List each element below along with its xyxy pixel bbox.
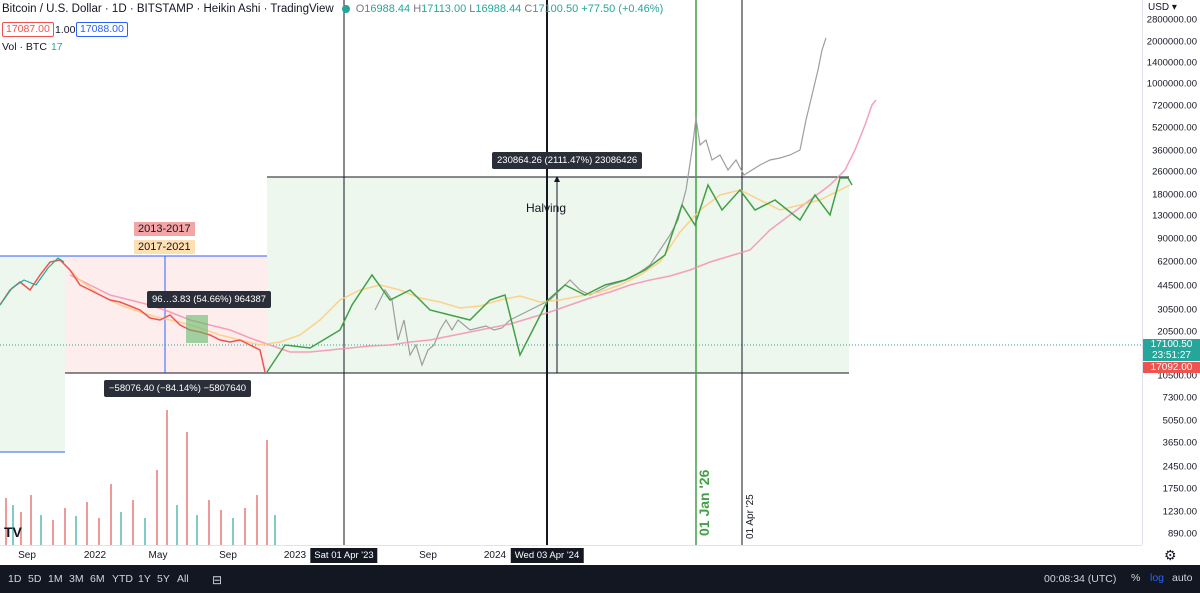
range-button-5y[interactable]: 5Y — [157, 573, 170, 585]
apr-25-label[interactable]: 01 Apr '25 — [745, 494, 756, 539]
time-tick: 2023 — [283, 550, 307, 561]
pink-series — [69, 99, 877, 353]
time-tick: May — [148, 550, 168, 561]
last-price-label: 17100.50 23:51:27 — [1143, 339, 1200, 361]
volume-bars — [5, 410, 276, 545]
halving-label[interactable]: Halving — [526, 201, 567, 215]
price-tick: 30500.00 — [1157, 304, 1197, 316]
date-range-icon[interactable]: ⊟ — [212, 573, 223, 587]
bid-price-label: 17092.00 — [1143, 362, 1200, 373]
price-tick: 5050.00 — [1162, 415, 1197, 427]
price-tick: 1750.00 — [1162, 483, 1197, 495]
price-tick: 44500.00 — [1157, 280, 1197, 292]
price-tick: 10500.00 — [1157, 370, 1197, 382]
tradingview-logo[interactable]: TV — [4, 524, 22, 540]
auto-toggle[interactable]: auto — [1172, 572, 1193, 584]
percent-toggle[interactable]: % — [1131, 572, 1141, 584]
ohlc-values: O16988.44 H17113.00 L16988.44 C17100.50 … — [355, 3, 664, 15]
time-tick: Sep — [219, 550, 237, 561]
down-range-box — [65, 256, 267, 373]
range-button-5d[interactable]: 5D — [28, 573, 42, 585]
price-tick: 7300.00 — [1162, 392, 1197, 404]
time-tick: 2024 — [483, 550, 507, 561]
historical-price — [0, 259, 266, 373]
price-tick: 3650.00 — [1162, 437, 1197, 449]
gear-icon[interactable]: ⚙ — [1164, 547, 1177, 563]
price-axis[interactable]: 2800000.00 2000000.00 1400000.00 1000000.00… — [1142, 0, 1200, 545]
range-button-all[interactable]: All — [177, 573, 189, 585]
price-chart[interactable] — [0, 0, 1142, 545]
gray-projection — [374, 37, 827, 367]
range-button-1m[interactable]: 1M — [48, 573, 63, 585]
up-range-box — [267, 177, 849, 373]
measure-down-label[interactable]: −58076.40 (−84.14%) −5807640 — [104, 380, 252, 397]
price-tick: 720000.00 — [1152, 100, 1197, 112]
log-toggle[interactable]: log — [1150, 572, 1165, 584]
time-axis[interactable]: Sep 2022 May Sep 2023 Sep 2024 Sat 01 Apr '23 We… — [0, 545, 1142, 565]
price-tick: 130000.00 — [1152, 210, 1197, 222]
price-tick: 2450.00 — [1162, 461, 1197, 473]
spread-value: 1.00 — [55, 24, 76, 36]
time-tick: 2022 — [83, 550, 107, 561]
price-tick: 890.00 — [1167, 528, 1197, 540]
range-button-6m[interactable]: 6M — [90, 573, 105, 585]
time-tick: Sep — [419, 550, 437, 561]
symbol-title[interactable]: Bitcoin / U.S. Dollar · 1D · BITSTAMP · … — [2, 3, 334, 15]
buy-button[interactable]: 17088.00 — [76, 22, 128, 37]
time-cursor-label: Wed 03 Apr '24 — [510, 548, 584, 563]
bottom-toolbar: 1D 5D 1M 3M 6M YTD 1Y 5Y All ⊟ 00:08:34 (UTC) % … — [0, 565, 1200, 593]
price-tick: 20500.00 — [1157, 326, 1197, 338]
price-tick: 2800000.00 — [1146, 14, 1197, 26]
range-button-ytd[interactable]: YTD — [112, 573, 133, 585]
cycle-2013-label[interactable]: 2013-2017 — [134, 222, 195, 236]
market-status-icon — [341, 4, 350, 13]
clock[interactable]: 00:08:34 (UTC) — [1044, 573, 1117, 585]
price-tick: 62000.00 — [1157, 256, 1197, 268]
time-tick: Sep — [18, 550, 36, 561]
price-tick: 1000000.00 — [1146, 78, 1197, 90]
currency-dropdown[interactable]: USD ▾ — [1148, 2, 1177, 13]
chart-legend: Bitcoin / U.S. Dollar · 1D · BITSTAMP · … — [2, 3, 663, 15]
price-tick: 1230.00 — [1162, 506, 1197, 518]
price-tick: 260000.00 — [1152, 166, 1197, 178]
time-cursor-label: Sat 01 Apr '23 — [310, 548, 378, 563]
cycle-2017-label[interactable]: 2017-2021 — [134, 240, 195, 254]
measure-up-label[interactable]: 230864.26 (2111.47%) 23086426 — [492, 152, 643, 169]
price-tick: 180000.00 — [1152, 189, 1197, 201]
price-tick: 520000.00 — [1152, 122, 1197, 134]
price-tick: 90000.00 — [1157, 233, 1197, 245]
price-tick: 1400000.00 — [1146, 57, 1197, 69]
jan-26-label[interactable]: 01 Jan '26 — [696, 469, 712, 536]
volume-legend: Vol · BTC 17 — [2, 41, 63, 53]
range-button-1y[interactable]: 1Y — [138, 573, 151, 585]
measure-mid-label[interactable]: 96…3.83 (54.66%) 964387 — [147, 291, 272, 308]
range-button-1d[interactable]: 1D — [8, 573, 22, 585]
sell-button[interactable]: 17087.00 — [2, 22, 54, 37]
price-tick: 2000000.00 — [1146, 36, 1197, 48]
green-projection — [266, 177, 853, 373]
range-button-3m[interactable]: 3M — [69, 573, 84, 585]
chevron-down-icon: ▾ — [1171, 2, 1177, 13]
chart-area[interactable]: Bitcoin / U.S. Dollar · 1D · BITSTAMP · … — [0, 0, 1142, 545]
price-tick: 360000.00 — [1152, 145, 1197, 157]
